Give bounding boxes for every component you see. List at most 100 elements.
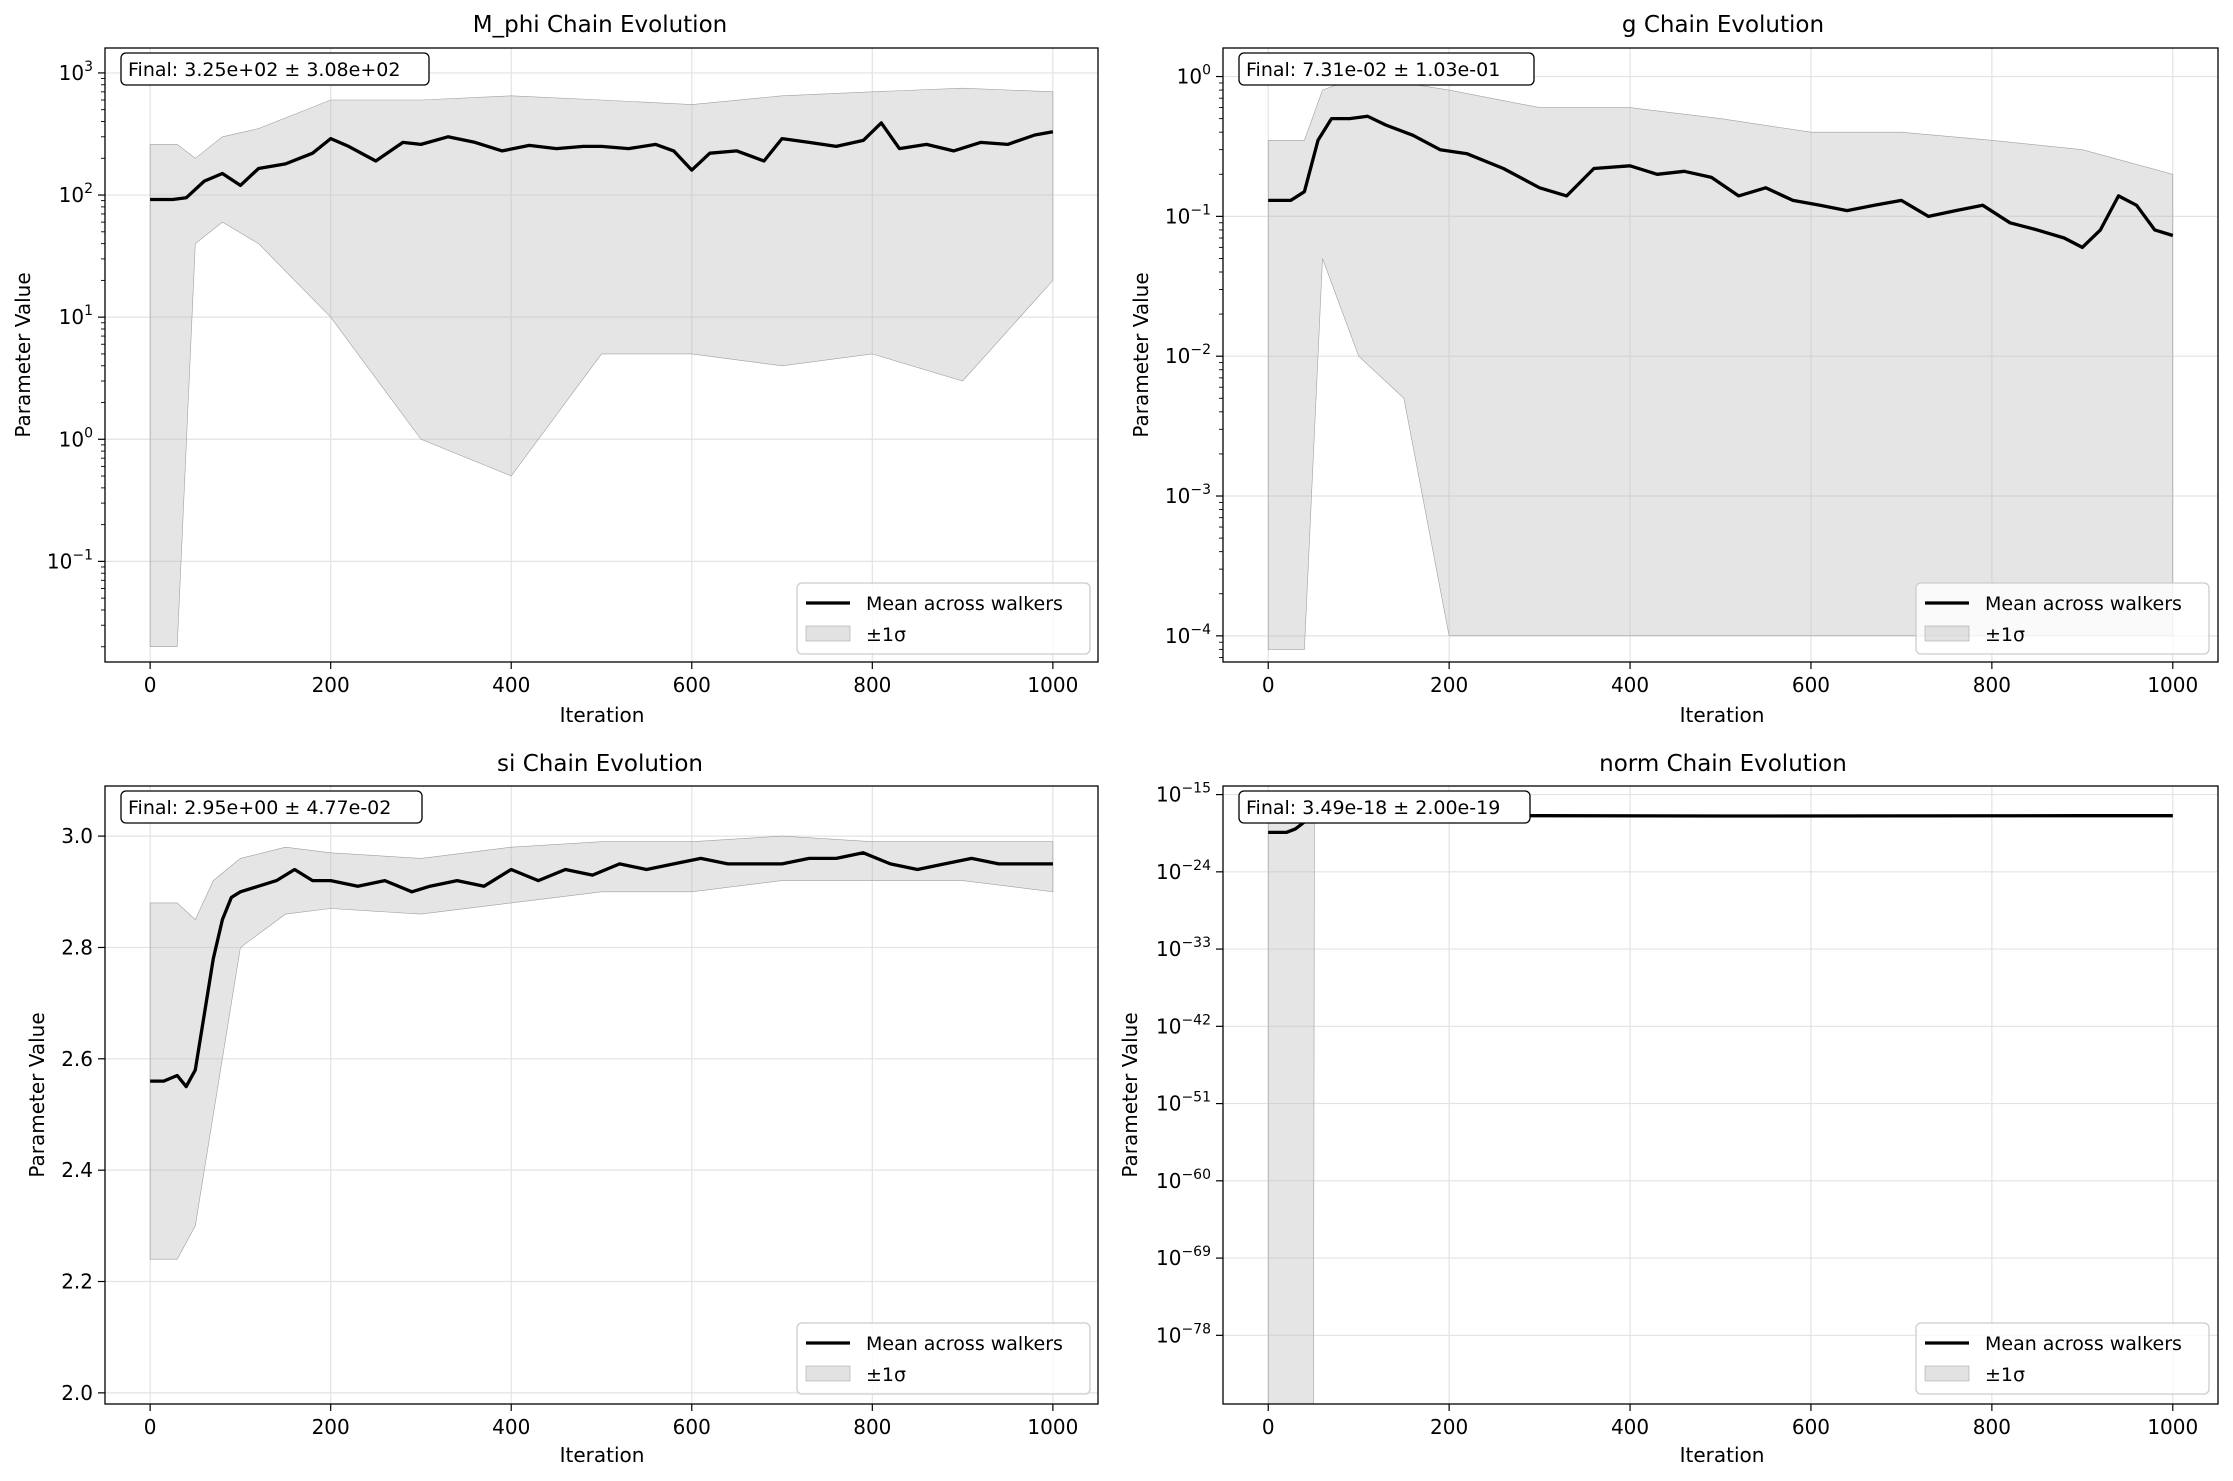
- panel-title: g Chain Evolution: [1622, 12, 1824, 38]
- panel-title: M_phi Chain Evolution: [473, 12, 727, 38]
- legend-sigma-label: ±1σ: [866, 624, 906, 646]
- final-annotation: Final: 2.95e+00 ± 4.77e-02: [128, 797, 391, 819]
- final-annotation: Final: 3.49e-18 ± 2.00e-19: [1246, 797, 1500, 819]
- legend-mean-label: Mean across walkers: [866, 1333, 1063, 1355]
- y-axis-label: Parameter Value: [25, 1012, 49, 1177]
- y-tick-label: 10−69: [1156, 1244, 1211, 1270]
- y-tick-label: 10−78: [1156, 1321, 1211, 1347]
- y-axis-label: Parameter Value: [1118, 1012, 1142, 1177]
- x-tick-label: 200: [1430, 673, 1468, 697]
- y-tick-label: 2.4: [61, 1158, 93, 1182]
- axes-frame: [104, 785, 1099, 1405]
- y-tick-label: 100: [1177, 63, 1211, 89]
- mean-line: [1268, 114, 2174, 250]
- x-axis-label: Iteration: [1680, 703, 1765, 727]
- legend-box: [1915, 1322, 2210, 1395]
- mean-line: [150, 851, 1053, 1089]
- y-tick-label: 100: [59, 425, 93, 451]
- band-group: [149, 835, 1054, 1260]
- legend: Mean across walkers ±1σ: [1915, 1322, 2210, 1395]
- y-tick-label: 2.0: [61, 1381, 93, 1405]
- x-tick-label: 800: [853, 1415, 891, 1439]
- y-tick-label: 10−33: [1156, 935, 1211, 961]
- x-tick-label: 600: [1792, 1415, 1830, 1439]
- y-tick-label: 10−51: [1156, 1090, 1211, 1116]
- x-tick-label: 1000: [2147, 673, 2198, 697]
- y-tick-label: 10−1: [47, 547, 93, 573]
- legend: Mean across walkers ±1σ: [796, 582, 1091, 655]
- y-axis-label: Parameter Value: [11, 272, 35, 437]
- ticks-group: 0 200 400 600 800 1000 10−1 100 101 102 103: [47, 59, 1078, 697]
- panel-norm: norm Chain Evolution 0 200 400 600 800 1000 10…: [1118, 751, 2219, 1467]
- x-tick-label: 1000: [2147, 1415, 2198, 1439]
- y-tick-label: 10−1: [1165, 202, 1211, 228]
- x-tick-label: 800: [1973, 673, 2011, 697]
- legend-sigma-label: ±1σ: [1985, 624, 2025, 646]
- x-tick-label: 0: [144, 1415, 157, 1439]
- y-tick-label: 10−4: [1165, 622, 1211, 648]
- x-tick-label: 800: [1973, 1415, 2011, 1439]
- x-tick-label: 0: [144, 673, 157, 697]
- x-tick-label: 200: [1430, 1415, 1468, 1439]
- y-tick-label: 10−24: [1156, 858, 1211, 884]
- annotation-box: [120, 790, 423, 824]
- legend-box: [796, 582, 1091, 655]
- y-tick-label: 10−60: [1156, 1167, 1211, 1193]
- x-tick-label: 200: [312, 1415, 350, 1439]
- legend-sigma-swatch: [805, 625, 851, 642]
- axes-frame: [1222, 47, 2219, 663]
- mean-series-group: [1268, 114, 2174, 250]
- mean-series-group: [150, 851, 1053, 1089]
- y-tick-label: 102: [59, 181, 93, 207]
- ticks-group: 0 200 400 600 800 1000 10−4 10−3 10−2 10−1 100: [1165, 63, 2198, 697]
- legend-sigma-swatch: [1924, 1365, 1970, 1382]
- legend: Mean across walkers ±1σ: [1915, 582, 2210, 655]
- x-tick-label: 600: [673, 1415, 711, 1439]
- mean-line: [150, 121, 1054, 202]
- sigma-band: [149, 87, 1054, 647]
- axes-frame: [104, 47, 1099, 663]
- legend-box: [796, 1322, 1091, 1395]
- x-tick-label: 1000: [1027, 1415, 1078, 1439]
- x-tick-label: 400: [492, 1415, 530, 1439]
- legend-sigma-swatch: [805, 1365, 851, 1382]
- annotation-box: [1238, 52, 1535, 86]
- y-tick-label: 10−3: [1165, 482, 1211, 508]
- y-tick-label: 101: [59, 303, 93, 329]
- x-tick-label: 0: [1262, 1415, 1275, 1439]
- x-tick-label: 600: [1792, 673, 1830, 697]
- legend-sigma-swatch: [1924, 625, 1970, 642]
- y-axis-label: Parameter Value: [1129, 272, 1153, 437]
- y-tick-label: 2.6: [61, 1047, 93, 1071]
- y-tick-label: 10−15: [1156, 781, 1211, 807]
- ticks-group: 0 200 400 600 800 1000 10−78 10−69 10−60 10−51 10−…: [1156, 781, 2198, 1439]
- final-annotation: Final: 3.25e+02 ± 3.08e+02: [128, 59, 400, 81]
- legend-sigma-label: ±1σ: [1985, 1364, 2025, 1386]
- y-tick-label: 103: [59, 59, 93, 85]
- x-tick-label: 600: [673, 673, 711, 697]
- annotation-box: [1238, 790, 1531, 824]
- x-tick-label: 400: [1611, 1415, 1649, 1439]
- x-tick-label: 1000: [1027, 673, 1078, 697]
- legend-mean-label: Mean across walkers: [1985, 1333, 2182, 1355]
- final-annotation: Final: 7.31e-02 ± 1.03e-01: [1246, 59, 1500, 81]
- x-tick-label: 0: [1262, 673, 1275, 697]
- y-tick-label: 10−42: [1156, 1012, 1211, 1038]
- band-group: [149, 87, 1054, 647]
- y-tick-label: 2.8: [61, 935, 93, 959]
- panel-si: si Chain Evolution 0 200 400 600 800 1000 2.0 2…: [25, 751, 1099, 1467]
- x-tick-label: 400: [492, 673, 530, 697]
- legend: Mean across walkers ±1σ: [796, 1322, 1091, 1395]
- sigma-band: [149, 835, 1054, 1260]
- mean-series-group: [150, 121, 1054, 202]
- ticks-group: 0 200 400 600 800 1000 2.0 2.2 2.4 2.6 2.8 3.0: [61, 824, 1078, 1439]
- axes-frame: [1222, 785, 2219, 1405]
- legend-sigma-label: ±1σ: [866, 1364, 906, 1386]
- panel-title: norm Chain Evolution: [1599, 751, 1847, 777]
- legend-mean-label: Mean across walkers: [1985, 593, 2182, 615]
- panel-mphi: M_phi Chain Evolution 0 200 400 600 800 1000 1…: [11, 12, 1099, 727]
- x-tick-label: 800: [853, 673, 891, 697]
- legend-mean-label: Mean across walkers: [866, 593, 1063, 615]
- x-tick-label: 400: [1611, 673, 1649, 697]
